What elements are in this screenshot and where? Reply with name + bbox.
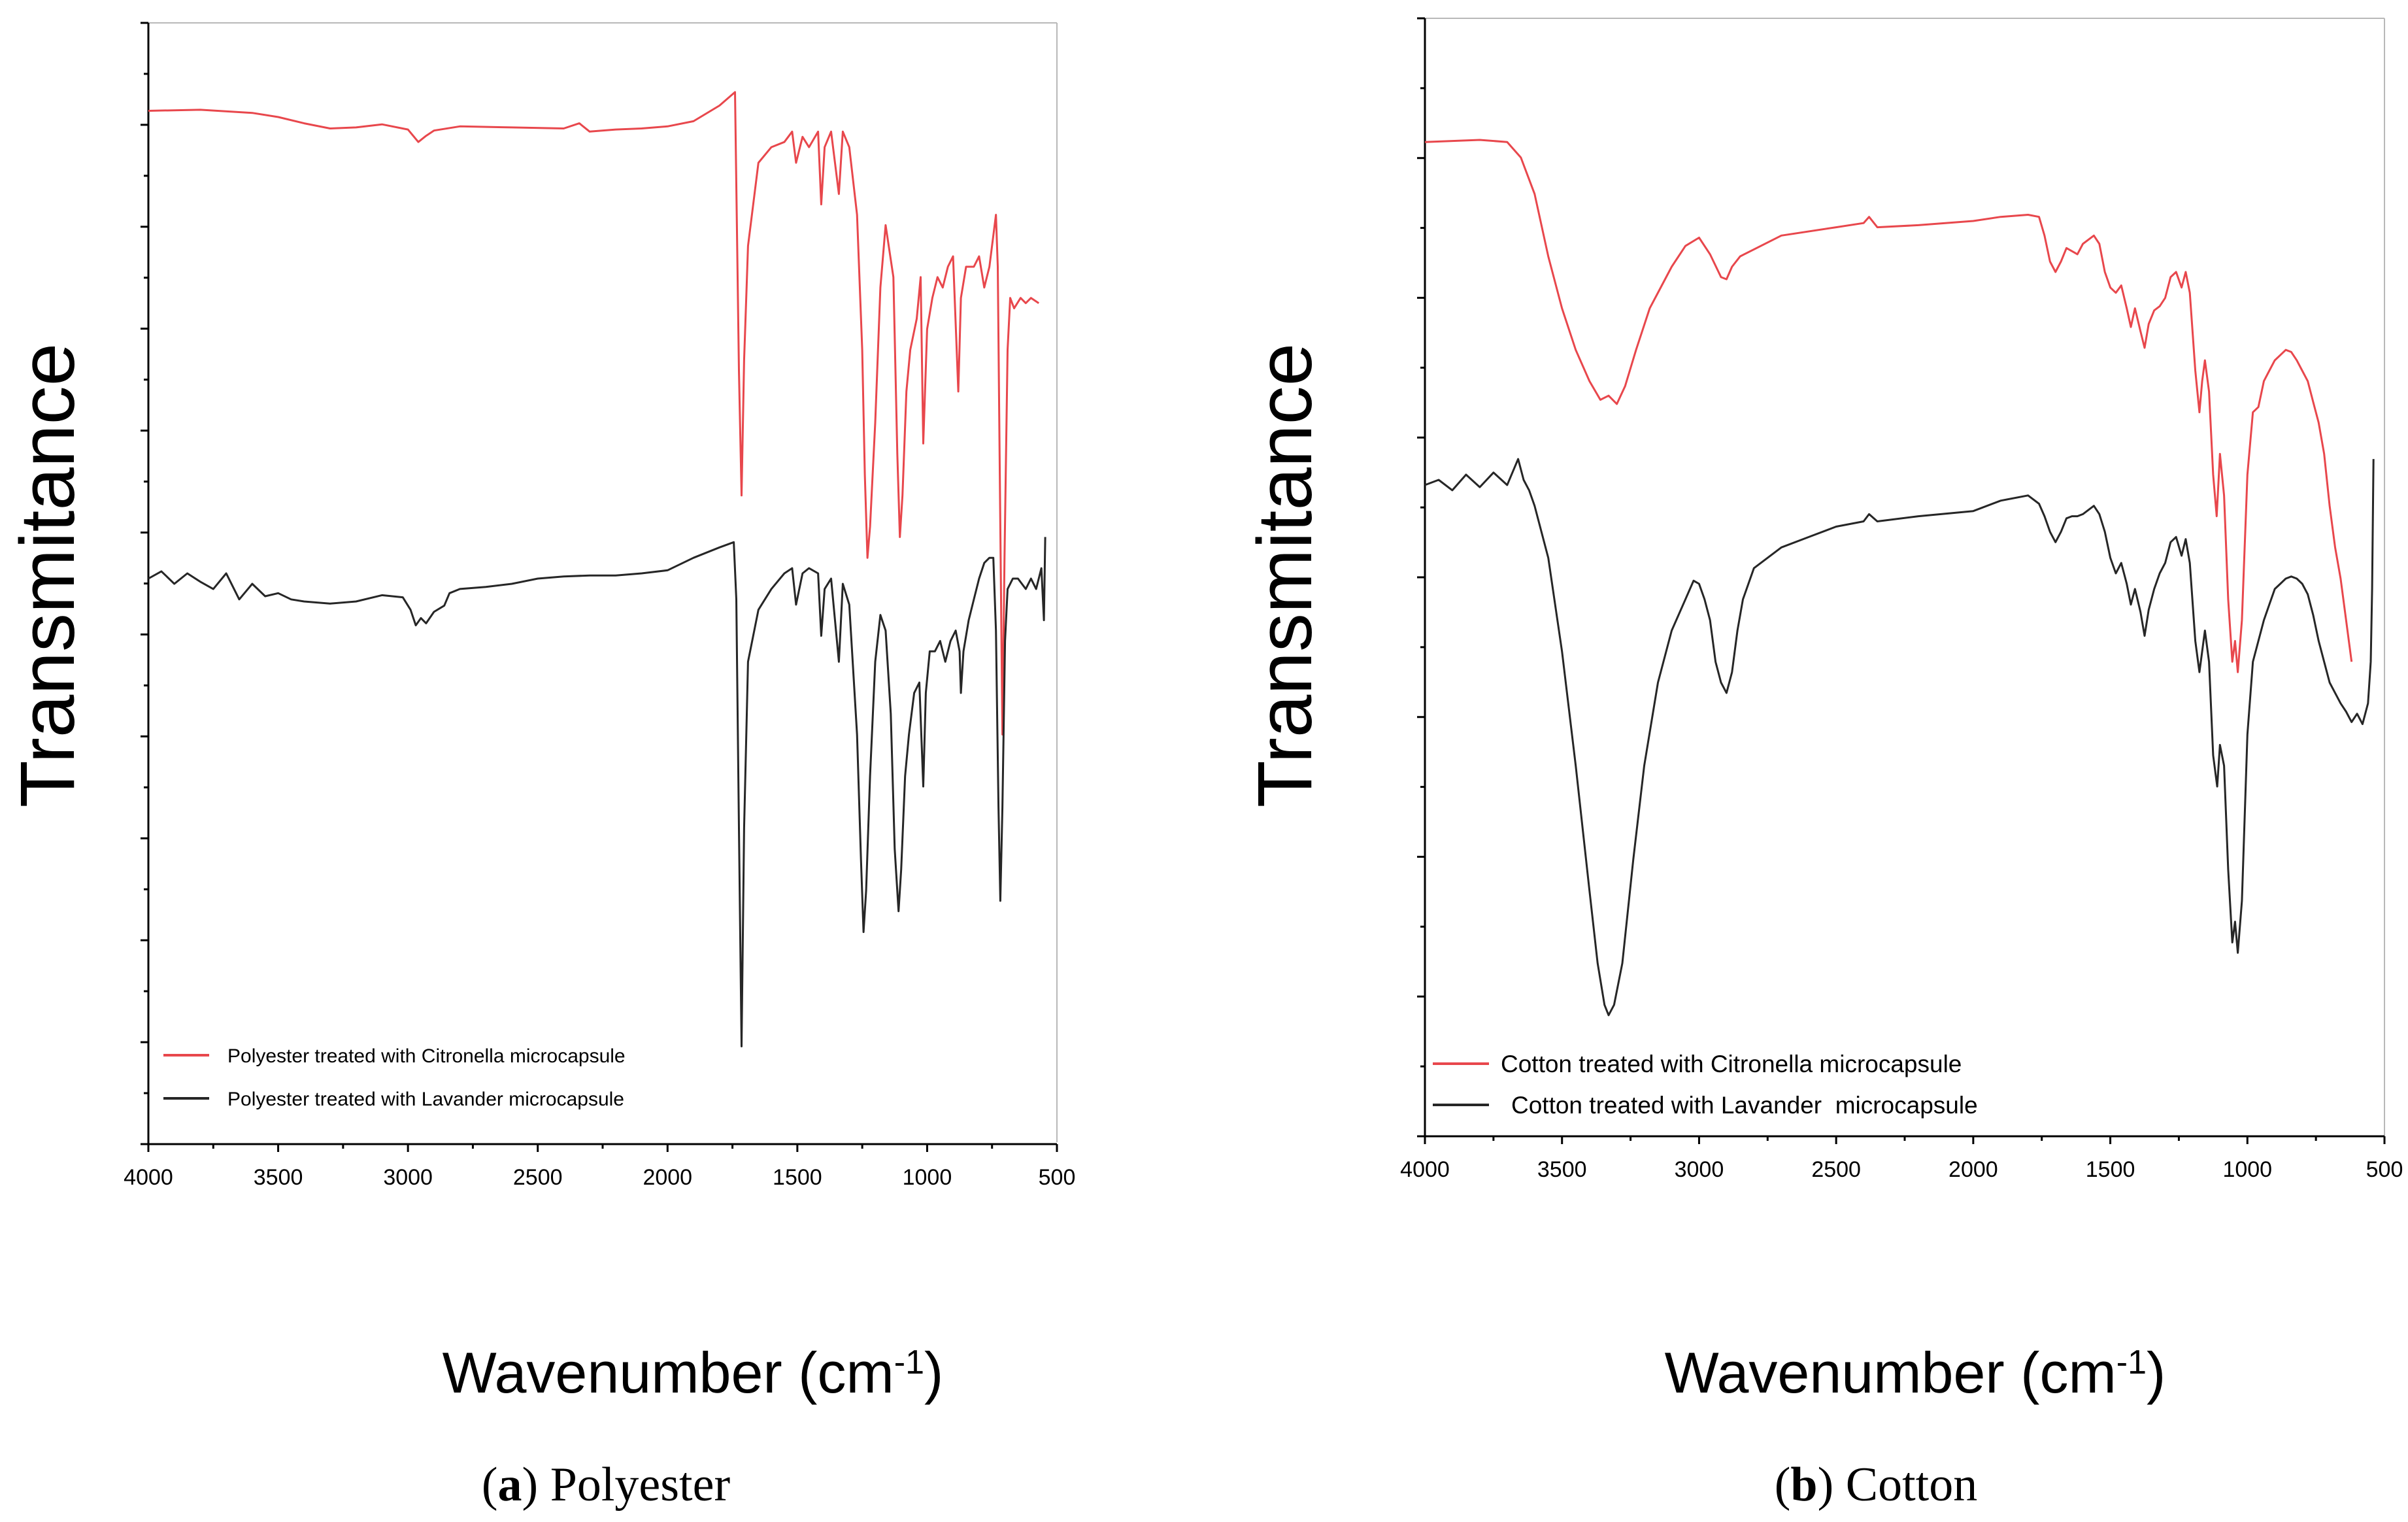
- series-line-lavander: [148, 537, 1046, 1047]
- x-tick-label-2000: 2000: [643, 1165, 692, 1190]
- panel-a-x-axis-title: Wavenumber (cm-1): [443, 1340, 944, 1405]
- panel-b-legend: Cotton treated with Citronella microcaps…: [1433, 1051, 1978, 1119]
- x-tick-label-2500: 2500: [513, 1165, 563, 1190]
- series-line-lavander: [1424, 458, 2375, 1017]
- series-line-citronella: [1424, 139, 2353, 673]
- x-tick-label-2000: 2000: [1948, 1157, 1998, 1182]
- panel-a-polyester: 4000 3500 3000 2500 2000 1500 1000 500 Polyeste…: [5, 22, 1075, 1512]
- series-line-citronella: [148, 91, 1040, 736]
- panel-b-legend-label-lavander: Cotton treated with Lavander microcapsul…: [1511, 1092, 1978, 1119]
- x-tick-label-500: 500: [1039, 1165, 1076, 1190]
- x-tick-label-3000: 3000: [383, 1165, 433, 1190]
- x-tick-label-3500: 3500: [254, 1165, 303, 1190]
- panel-b-y-ticks: [1417, 17, 1425, 1138]
- panel-a-x-ticks: 4000 3500 3000 2500 2000 1500 1000 500: [124, 1144, 1075, 1190]
- panel-b-y-axis-title: Transmitance: [1242, 343, 1328, 807]
- x-tick-label-500: 500: [2366, 1157, 2403, 1182]
- panel-b-series: [1424, 139, 2375, 1017]
- panel-a-caption: (a) Polyester: [482, 1458, 730, 1512]
- x-tick-label-3500: 3500: [1537, 1157, 1587, 1182]
- panel-a-legend-label-lavander: Polyester treated with Lavander microcap…: [227, 1089, 624, 1110]
- panel-b-x-ticks: 4000 3500 3000 2500 2000 1500 1000 500: [1400, 1136, 2403, 1182]
- x-tick-label-3000: 3000: [1675, 1157, 1724, 1182]
- panel-a-series: [148, 91, 1046, 1047]
- panel-a-y-axis-title: Transmitance: [5, 343, 91, 807]
- panel-b-cotton: 4000 3500 3000 2500 2000 1500 1000 500 Cotton t…: [1242, 17, 2403, 1512]
- x-tick-label-1500: 1500: [2086, 1157, 2135, 1182]
- panel-b-x-axis-title: Wavenumber (cm-1): [1665, 1340, 2166, 1405]
- panel-a-legend-label-citronella: Polyester treated with Citronella microc…: [227, 1045, 626, 1067]
- x-tick-label-4000: 4000: [1400, 1157, 1450, 1182]
- x-tick-label-1500: 1500: [773, 1165, 822, 1190]
- x-tick-label-1000: 1000: [903, 1165, 952, 1190]
- x-tick-label-2500: 2500: [1811, 1157, 1861, 1182]
- x-tick-label-1000: 1000: [2222, 1157, 2272, 1182]
- panel-b-legend-label-citronella: Cotton treated with Citronella microcaps…: [1501, 1051, 1962, 1077]
- panel-a-legend: Polyester treated with Citronella microc…: [163, 1045, 626, 1110]
- x-tick-label-4000: 4000: [124, 1165, 173, 1190]
- panel-a-y-ticks: [141, 22, 148, 1145]
- panel-b-caption: (b) Cotton: [1775, 1458, 1977, 1512]
